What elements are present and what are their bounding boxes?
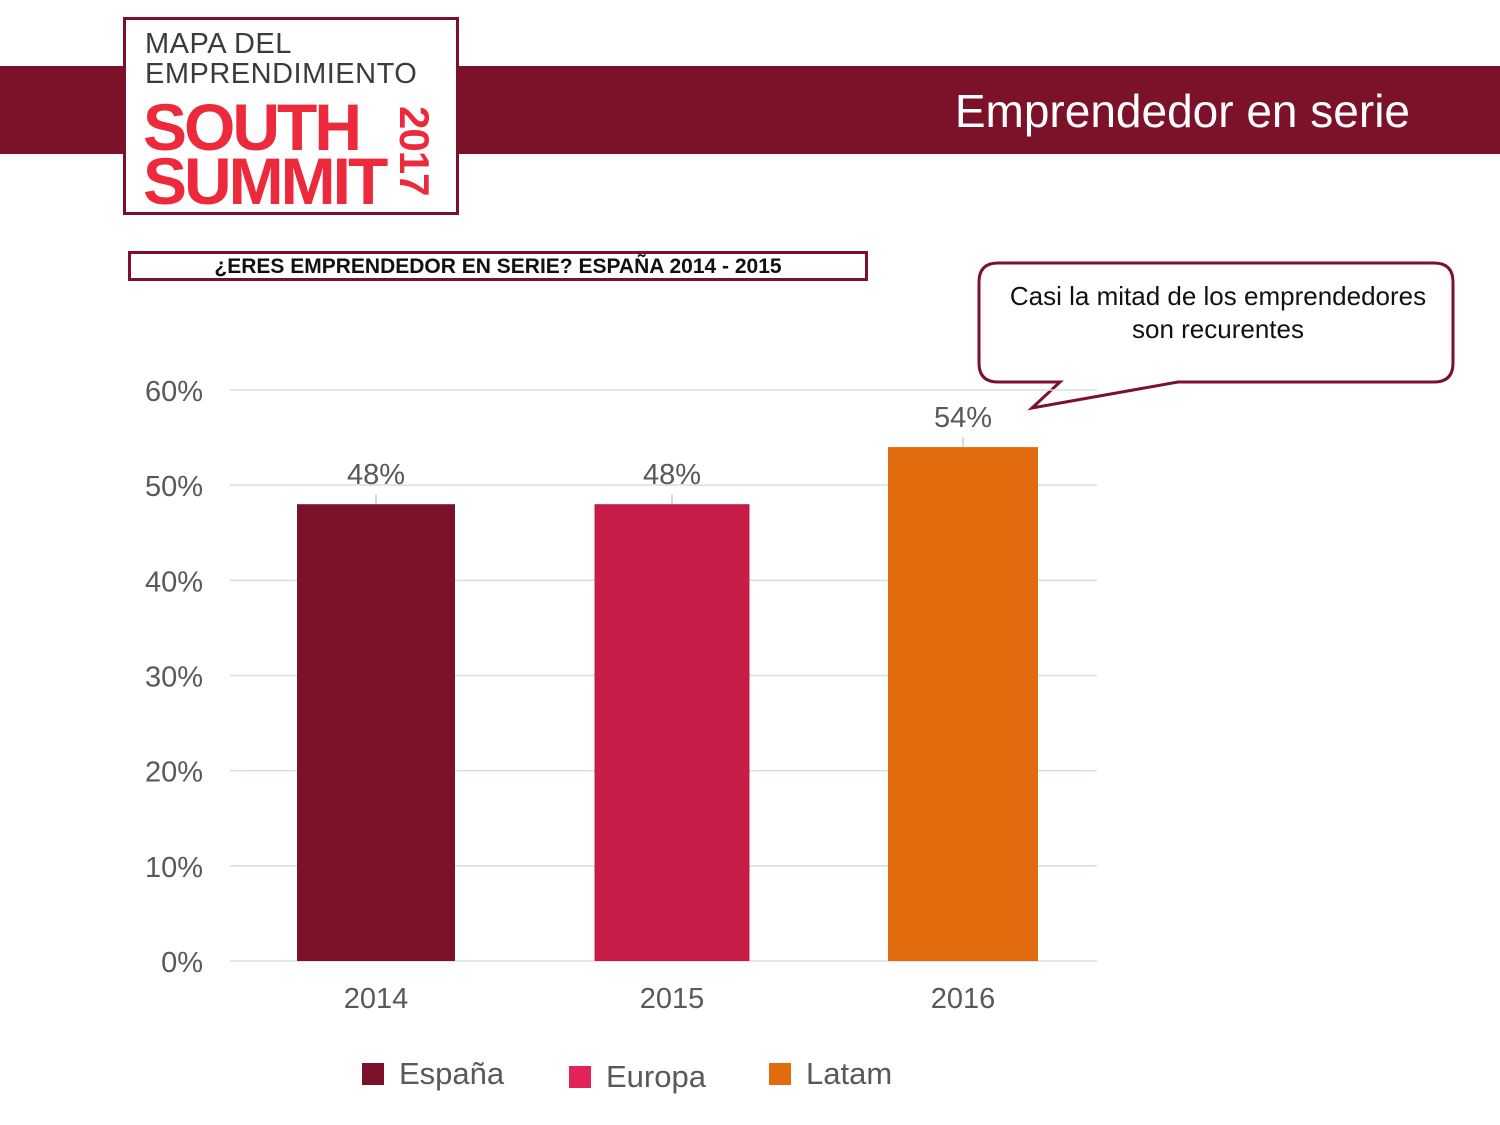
legend-label: España <box>399 1056 505 1091</box>
legend-swatch <box>362 1063 384 1085</box>
data-label: 48% <box>347 459 405 491</box>
x-tick-label: 2016 <box>931 983 996 1015</box>
legend-item-europa: Europa <box>569 1059 706 1095</box>
legend-label: Europa <box>606 1059 706 1094</box>
y-tick-label: 0% <box>161 947 203 979</box>
logo-line1: MAPA DEL <box>145 28 292 60</box>
y-tick-label: 50% <box>145 471 203 503</box>
logo: MAPA DEL EMPRENDIMIENTO SOUTH SUMMIT 201… <box>123 17 459 215</box>
callout-line2: son recurentes <box>1132 314 1304 344</box>
bar-2015 <box>594 504 750 961</box>
bar-2014 <box>297 504 455 961</box>
x-tick-label: 2015 <box>640 983 705 1015</box>
legend-item-latam: Latam <box>769 1056 892 1092</box>
y-tick-label: 30% <box>145 662 203 694</box>
y-tick-label: 40% <box>145 566 203 598</box>
x-tick-label: 2014 <box>344 983 409 1015</box>
y-tick-label: 10% <box>145 852 203 884</box>
legend-swatch <box>569 1066 591 1088</box>
y-tick-label: 20% <box>145 757 203 789</box>
legend-item-espana: España <box>362 1056 504 1092</box>
legend-label: Latam <box>806 1056 893 1091</box>
callout-bubble <box>977 261 1455 411</box>
data-label: 54% <box>934 402 992 434</box>
data-label: 48% <box>643 459 701 491</box>
y-tick-label: 60% <box>145 376 203 408</box>
legend-swatch <box>769 1063 791 1085</box>
callout-text: Casi la mitad de los emprendedores son r… <box>985 280 1451 346</box>
logo-line2: EMPRENDIMIENTO <box>145 58 418 90</box>
logo-south: SOUTH <box>143 90 362 164</box>
logo-summit: SUMMIT <box>143 144 388 218</box>
page-title: Emprendedor en serie <box>954 85 1410 137</box>
chart-title: ¿ERES EMPRENDEDOR EN SERIE? ESPAÑA 2014 … <box>128 251 868 281</box>
bar-2016 <box>888 447 1038 962</box>
callout-line1: Casi la mitad de los emprendedores <box>1009 281 1427 311</box>
